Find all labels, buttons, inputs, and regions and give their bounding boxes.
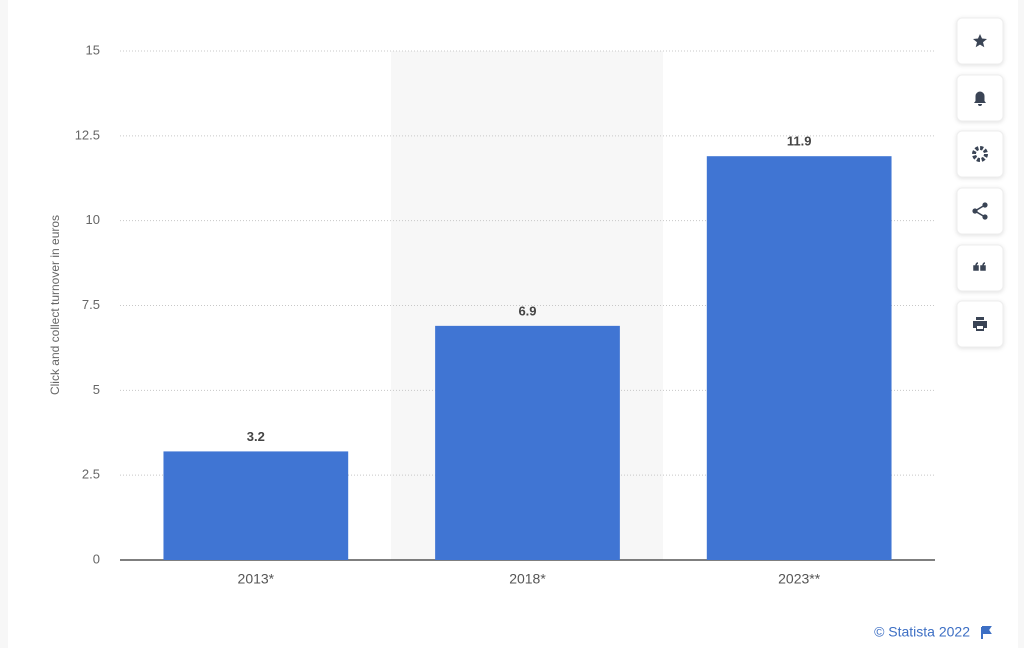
y-tick-label: 10	[86, 212, 100, 227]
cite-button[interactable]	[956, 244, 1004, 292]
share-button[interactable]	[956, 187, 1004, 235]
y-tick-label: 0	[93, 551, 100, 566]
x-tick-label: 2023**	[778, 571, 821, 587]
bell-icon	[974, 91, 986, 106]
quote-icon	[973, 262, 986, 271]
star-icon	[973, 34, 987, 48]
y-tick-label: 5	[93, 382, 100, 397]
print-icon	[973, 317, 987, 331]
share-icon	[972, 202, 988, 220]
y-tick-label: 15	[86, 42, 100, 57]
settings-button[interactable]	[956, 130, 1004, 178]
x-tick-label: 2013*	[238, 571, 275, 587]
value-label: 3.2	[247, 429, 265, 444]
value-label: 6.9	[518, 303, 536, 318]
print-paper	[977, 326, 983, 329]
y-tick-label: 2.5	[82, 467, 100, 482]
toolbar	[956, 17, 1004, 348]
flag-icon[interactable]	[981, 626, 992, 639]
y-tick-label: 7.5	[82, 297, 100, 312]
bar	[706, 156, 892, 560]
y-axis-label: Click and collect turnover in euros	[48, 215, 62, 395]
x-tick-label: 2018*	[509, 571, 546, 587]
value-label: 11.9	[787, 134, 812, 149]
y-tick-label: 12.5	[75, 127, 100, 142]
bar	[163, 451, 349, 560]
credit[interactable]: © Statista 2022	[874, 624, 970, 640]
gear-icon	[972, 146, 988, 162]
bar	[435, 325, 620, 560]
